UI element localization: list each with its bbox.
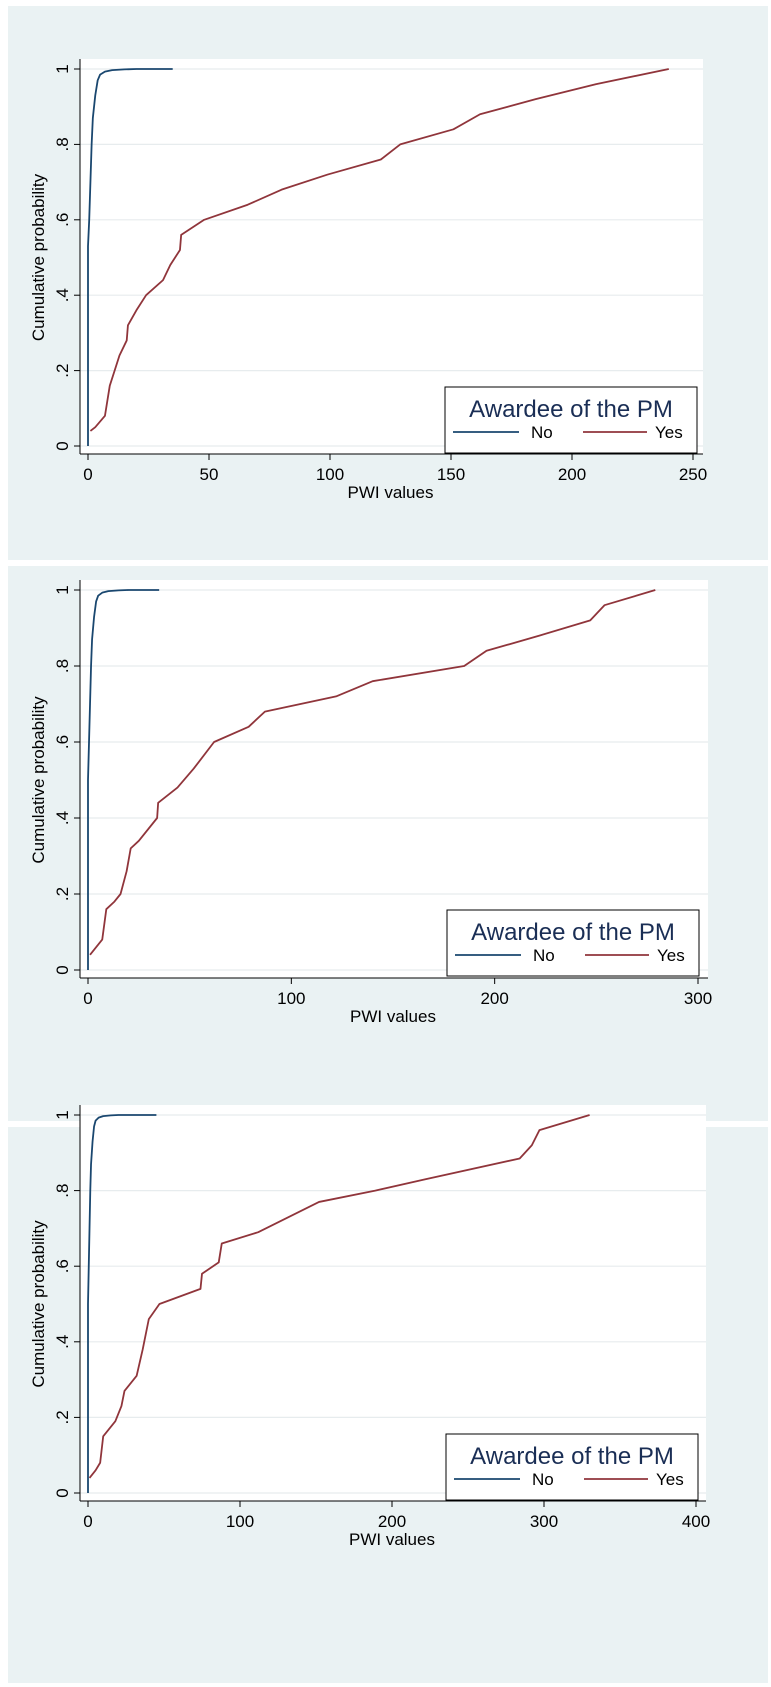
x-tick-label: 300	[684, 989, 712, 1008]
y-tick-label: .6	[53, 735, 72, 749]
legend-box	[444, 386, 698, 454]
chart-panel-core-journals: Core journals0.2.4.6.81050100150200250PW…	[8, 6, 768, 560]
x-tick-label: 300	[530, 1512, 558, 1531]
legend-label-no: No	[532, 1470, 554, 1489]
y-axis-label: Cumulative probability	[29, 1220, 48, 1388]
series-line-no	[87, 1114, 157, 1493]
x-tick-label: 100	[277, 989, 305, 1008]
legend-box	[445, 1433, 699, 1501]
series-line-yes	[88, 1114, 590, 1479]
x-tick-label: 150	[437, 465, 465, 484]
y-tick-label: .2	[53, 364, 72, 378]
y-tick-label: 1	[53, 64, 72, 73]
y-tick-label: .8	[53, 1184, 72, 1198]
y-tick-label: 1	[53, 585, 72, 594]
y-tick-label: 0	[53, 441, 72, 450]
x-axis-label: PWI values	[350, 1007, 436, 1026]
y-tick-label: 0	[53, 965, 72, 974]
x-tick-label: 200	[378, 1512, 406, 1531]
x-axis-label: PWI values	[349, 1530, 435, 1549]
x-tick-label: 50	[200, 465, 219, 484]
x-tick-label: 100	[316, 465, 344, 484]
x-tick-label: 0	[83, 465, 92, 484]
series-line-yes	[89, 68, 669, 432]
x-tick-label: 0	[83, 1512, 92, 1531]
y-tick-label: 1	[53, 1110, 72, 1119]
legend-box	[446, 909, 700, 977]
x-tick-label: 100	[226, 1512, 254, 1531]
series-line-no	[87, 68, 173, 446]
chart-svg: Core journals0.2.4.6.81050100150200250PW…	[29, 59, 707, 502]
x-tick-label: 200	[558, 465, 586, 484]
legend-label-yes: Yes	[657, 946, 685, 965]
y-tick-label: .2	[53, 887, 72, 901]
legend-title: Awardee of the PM	[469, 396, 673, 423]
series-line-yes	[89, 589, 656, 956]
legend-label-yes: Yes	[656, 1470, 684, 1489]
x-tick-label: 200	[480, 989, 508, 1008]
y-tick-label: .6	[53, 213, 72, 227]
x-axis-label: PWI values	[348, 483, 434, 502]
y-tick-label: .4	[53, 811, 72, 825]
legend-label-no: No	[533, 946, 555, 965]
y-axis-label: Cumulative probability	[29, 696, 48, 864]
legend-label-no: No	[531, 423, 553, 442]
y-tick-label: .4	[53, 288, 72, 302]
y-tick-label: 0	[53, 1488, 72, 1497]
x-tick-label: 0	[83, 989, 92, 1008]
legend-title: Awardee of the PM	[471, 919, 675, 946]
y-axis-label: Cumulative probability	[29, 173, 48, 341]
x-tick-label: 400	[682, 1512, 710, 1531]
x-tick-label: 250	[679, 465, 707, 484]
legend-label-yes: Yes	[655, 423, 683, 442]
y-tick-label: .6	[53, 1259, 72, 1273]
y-tick-label: .4	[53, 1335, 72, 1349]
series-line-no	[87, 589, 160, 970]
legend-title: Awardee of the PM	[470, 1443, 674, 1470]
y-tick-label: .2	[53, 1410, 72, 1424]
y-tick-label: .8	[53, 137, 72, 151]
y-tick-label: .8	[53, 659, 72, 673]
